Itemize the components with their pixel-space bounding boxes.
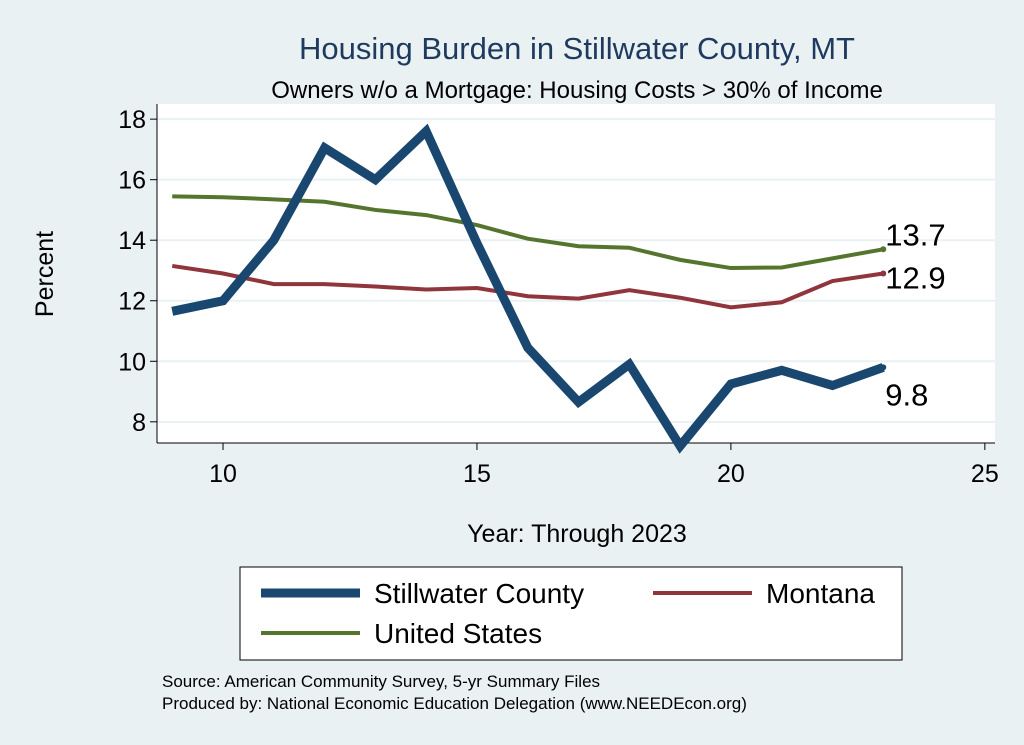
x-tick-label-25: 25	[971, 460, 999, 488]
y-tick-label-18: 18	[118, 106, 146, 134]
end-label-united-states: 13.7	[885, 217, 945, 252]
series-line-stillwater-county	[171, 123, 885, 454]
producer-note: Produced by: National Economic Education…	[162, 694, 747, 713]
y-axis-ticks: 8 10 12 14 16 18	[118, 106, 157, 437]
x-tick-label-20: 20	[717, 460, 745, 488]
y-tick-label-12: 12	[118, 288, 146, 316]
x-axis-ticks: 10 15 20 25	[209, 443, 999, 488]
end-labels: 9.8 12.9 13.7	[885, 217, 945, 412]
gridlines	[157, 118, 995, 423]
legend	[239, 566, 903, 661]
source-note: Source: American Community Survey, 5-yr …	[162, 672, 600, 691]
y-tick-label-10: 10	[118, 348, 146, 376]
chart-subtitle: Owners w/o a Mortgage: Housing Costs > 3…	[271, 77, 883, 104]
chart-title: Housing Burden in Stillwater County, MT	[299, 31, 855, 66]
legend-label-stillwater-county: Stillwater County	[374, 578, 584, 609]
x-tick-label-15: 15	[463, 460, 491, 488]
y-tick-label-16: 16	[118, 167, 146, 195]
legend-label-united-states: United States	[374, 618, 542, 649]
end-label-stillwater-county: 9.8	[885, 377, 928, 412]
x-tick-label-10: 10	[209, 460, 237, 488]
plot-area	[157, 104, 995, 443]
legend-label-montana: Montana	[766, 578, 875, 609]
series-end-point-stillwater-county	[880, 364, 887, 371]
series-lines	[171, 123, 887, 454]
series-end-point-montana	[880, 270, 887, 277]
y-tick-label-14: 14	[118, 227, 146, 255]
end-label-montana: 12.9	[885, 261, 945, 296]
series-end-point-united-states	[880, 246, 887, 253]
series-line-montana	[171, 263, 884, 310]
y-tick-label-8: 8	[132, 409, 146, 437]
y-axis-title: Percent	[31, 231, 59, 317]
x-axis-title: Year: Through 2023	[467, 520, 687, 548]
